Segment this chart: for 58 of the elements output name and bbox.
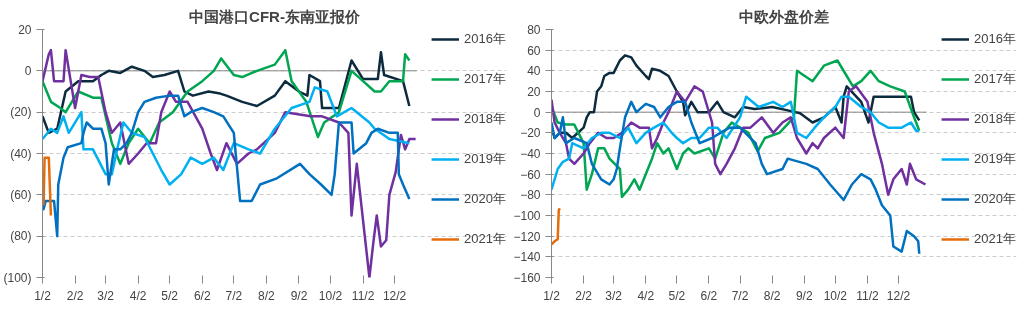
legend-label: 2021年 [974, 230, 1016, 248]
x-tick-label: 8/2 [763, 288, 781, 303]
y-tick-label: 60 [527, 43, 541, 58]
x-tick-label: 2/2 [66, 288, 84, 303]
y-tick-label: (60) [10, 187, 32, 202]
x-tick-label: 10/2 [823, 288, 848, 303]
x-tick-label: 8/2 [258, 288, 276, 303]
x-tick-label: 7/2 [225, 288, 243, 303]
x-tick-label: 4/2 [637, 288, 655, 303]
x-tick-label: 3/2 [605, 288, 623, 303]
x-tick-label: 6/2 [193, 288, 211, 303]
legend-label: 2020年 [464, 190, 506, 208]
y-tick-label: −60 [520, 167, 541, 182]
legend-label: 2018年 [974, 110, 1016, 128]
y-tick-label: (100) [3, 270, 32, 285]
x-tick-label: 1/2 [34, 288, 52, 303]
x-tick-label: 12/2 [886, 288, 911, 303]
legend-label: 2021年 [464, 230, 506, 248]
y-tick-label: 0 [24, 63, 32, 78]
x-tick-label: 9/2 [795, 288, 813, 303]
y-tick-label: −40 [520, 147, 541, 161]
legend-label: 2018年 [464, 110, 506, 128]
x-tick-label: 1/2 [543, 288, 561, 303]
y-tick-label: 40 [527, 64, 541, 79]
x-tick-label: 12/2 [382, 288, 407, 303]
x-tick-label: 10/2 [318, 288, 343, 303]
legend-label: 2019年 [464, 150, 506, 168]
x-tick-label: 4/2 [129, 288, 147, 303]
x-tick-label: 7/2 [731, 288, 749, 303]
chart-title: 中国港口CFR-东南亚报价 [189, 7, 361, 25]
y-tick-label: 20 [18, 22, 32, 37]
chart-title: 中欧外盘价差 [739, 7, 829, 25]
legend-label: 2016年 [974, 30, 1016, 48]
x-tick-label: 9/2 [290, 288, 308, 303]
y-tick-label: (20) [10, 105, 32, 120]
x-tick-label: 5/2 [161, 288, 179, 303]
x-tick-label: 11/2 [351, 288, 375, 303]
y-tick-label: −20 [520, 126, 541, 141]
x-tick-label: 6/2 [700, 288, 718, 303]
legend-label: 2019年 [974, 150, 1016, 168]
y-tick-label: (80) [10, 229, 32, 244]
y-tick-label: 0 [533, 105, 541, 120]
y-tick-label: −120 [513, 229, 541, 244]
y-tick-label: 20 [527, 85, 541, 99]
legend-label: 2017年 [974, 70, 1016, 88]
y-tick-label: (40) [10, 146, 32, 161]
x-tick-label: 11/2 [856, 288, 880, 303]
legend-label: 2020年 [974, 190, 1016, 208]
y-tick-label: −100 [513, 209, 541, 223]
legend-label: 2017年 [464, 70, 506, 88]
y-tick-label: 80 [527, 23, 541, 37]
y-tick-label: −80 [520, 188, 541, 203]
legend-label: 2016年 [464, 30, 506, 48]
x-tick-label: 3/2 [97, 288, 115, 303]
x-tick-label: 5/2 [668, 288, 686, 303]
x-tick-label: 2/2 [575, 288, 593, 303]
y-tick-label: −160 [513, 271, 541, 285]
y-tick-label: −140 [513, 250, 541, 265]
